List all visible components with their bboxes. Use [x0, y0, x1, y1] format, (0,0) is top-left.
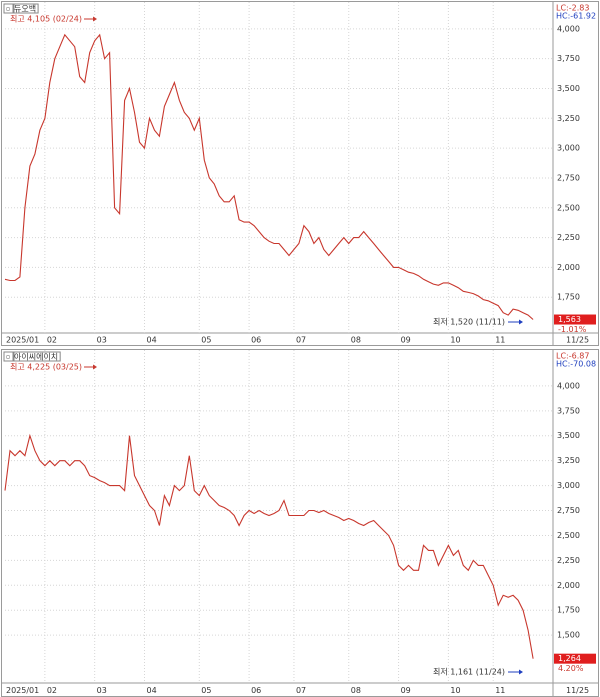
low-arrow-head	[519, 669, 523, 675]
low-label: 최저 1,520 (11/11)	[433, 317, 505, 327]
last-price-box	[554, 314, 596, 325]
high-arrow-head	[93, 16, 98, 22]
high-label: 최고 4,105 (02/24)	[10, 14, 82, 24]
x-tick-label: 2025/01	[6, 336, 39, 345]
x-tick-label: 08	[351, 686, 361, 695]
title-frame	[12, 3, 39, 14]
y-tick-label: 3,500	[557, 431, 580, 440]
price-line	[4, 33, 534, 320]
x-tick-label: 03	[97, 686, 107, 695]
y-tick-label: 1,750	[557, 293, 580, 302]
title-box	[3, 3, 15, 14]
low-arrow-head	[519, 319, 523, 325]
x-tick-label: 09	[401, 336, 411, 345]
y-tick-label: 3,250	[557, 456, 580, 465]
x-tick-label: 07	[296, 336, 306, 345]
last-price-box	[554, 653, 596, 664]
x-tick-label: 11	[495, 686, 505, 695]
y-tick-label: 2,500	[557, 531, 580, 540]
x-tick-label: 04	[146, 336, 156, 345]
x-tick-label: 11	[495, 336, 505, 345]
change-label: 4.20%	[558, 664, 584, 673]
y-tick-label: 2,750	[557, 506, 580, 515]
y-tick-label: 2,000	[557, 263, 580, 272]
low-label: 최저 1,161 (11/24)	[433, 667, 505, 677]
x-tick-label: 10	[450, 686, 460, 695]
high-arrow-head	[93, 364, 98, 370]
title-box	[3, 351, 15, 362]
x-tick-label: 02	[47, 336, 57, 345]
last-price-label: 1,563	[558, 315, 581, 324]
y-tick-label: 3,000	[557, 144, 580, 153]
chart-title: 듀오백	[14, 4, 36, 14]
hc-label: HC:-70.08	[556, 360, 596, 369]
last-price-label: 1,264	[558, 654, 581, 663]
x-tick-label: 10	[450, 336, 460, 345]
y-tick-label: 4,000	[557, 381, 580, 390]
y-tick-label: 1,750	[557, 606, 580, 615]
panel-frame	[1, 1, 599, 346]
x-tick-label: 07	[296, 686, 306, 695]
x-tick-label: 05	[201, 686, 211, 695]
title-frame	[12, 351, 61, 362]
x-tick-label: 08	[351, 336, 361, 345]
x-tick-label: 03	[97, 336, 107, 345]
x-tick-label: 09	[401, 686, 411, 695]
price-line	[4, 433, 534, 659]
y-tick-label: 4,000	[557, 24, 580, 33]
end-date-label: 11/25	[566, 336, 589, 345]
x-tick-label: 04	[146, 686, 156, 695]
hc-label: HC:-61.92	[556, 12, 596, 21]
change-label: -1.01%	[558, 325, 587, 334]
x-tick-label: 02	[47, 686, 57, 695]
lc-label: LC:-6.87	[556, 352, 589, 361]
y-tick-label: 2,750	[557, 173, 580, 182]
high-label: 최고 4,225 (03/25)	[10, 362, 82, 372]
x-tick-label: 06	[251, 336, 261, 345]
y-tick-label: 3,750	[557, 54, 580, 63]
lc-label: LC:-2.83	[556, 4, 589, 13]
y-tick-label: 2,250	[557, 233, 580, 242]
x-tick-label: 05	[201, 336, 211, 345]
y-tick-label: 3,750	[557, 406, 580, 415]
title-icon: ▫	[6, 6, 10, 13]
chart-title: 아이씨에이치	[14, 352, 58, 362]
x-tick-label: 2025/01	[6, 686, 39, 695]
y-tick-label: 2,000	[557, 581, 580, 590]
y-tick-label: 3,000	[557, 481, 580, 490]
y-tick-label: 2,250	[557, 556, 580, 565]
title-icon: ▫	[6, 354, 10, 361]
y-tick-label: 1,500	[557, 631, 580, 640]
panel-frame	[1, 349, 599, 697]
y-tick-label: 3,500	[557, 84, 580, 93]
end-date-label: 11/25	[566, 686, 589, 695]
y-tick-label: 3,250	[557, 114, 580, 123]
y-tick-label: 2,500	[557, 203, 580, 212]
x-tick-label: 06	[251, 686, 261, 695]
